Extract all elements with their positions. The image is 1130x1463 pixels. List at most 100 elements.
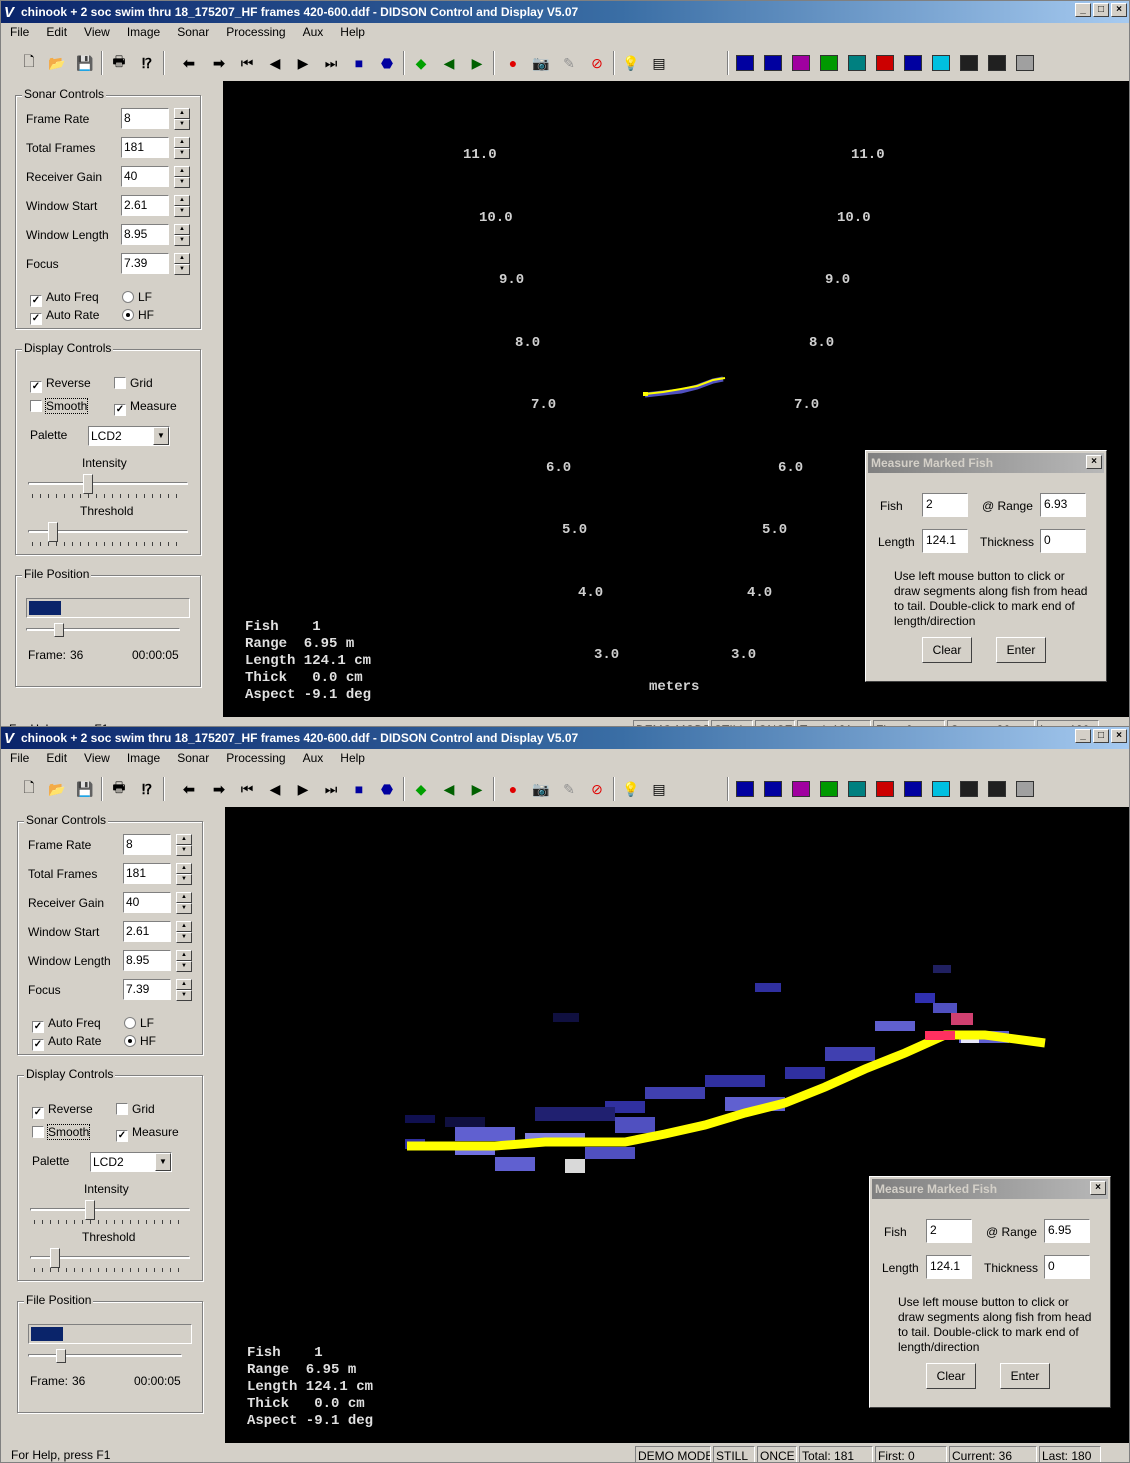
- mark-icon[interactable]: [875, 53, 895, 73]
- receiver-gain-spinner[interactable]: ▲ ▼: [176, 892, 192, 914]
- slider-thumb[interactable]: [56, 1349, 66, 1363]
- lightbulb-icon[interactable]: 💡: [622, 54, 640, 71]
- reverse-checkbox[interactable]: ✓ Reverse: [32, 1102, 93, 1119]
- camera-icon[interactable]: 📷: [532, 780, 550, 797]
- threshold-slider[interactable]: [30, 1248, 190, 1274]
- context-help-icon[interactable]: ⁉: [141, 780, 153, 797]
- frame-rate-spinner[interactable]: ▲ ▼: [174, 108, 190, 130]
- focus-spinner[interactable]: ▲ ▼: [174, 253, 190, 275]
- back-arrow-icon[interactable]: ⬅: [183, 780, 195, 797]
- total-frames-spinner[interactable]: ▲ ▼: [176, 863, 192, 885]
- focus-input[interactable]: 7.39: [123, 979, 171, 1000]
- loop-icon[interactable]: ⬣: [380, 54, 394, 71]
- back-arrow-icon[interactable]: ⬅: [183, 54, 195, 71]
- focus-spinner[interactable]: ▲ ▼: [176, 979, 192, 1001]
- title-bar[interactable]: V chinook + 2 soc swim thru 18_175207_HF…: [1, 1, 1129, 23]
- menu-image[interactable]: Image: [126, 25, 161, 39]
- play-icon[interactable]: ▶: [471, 780, 483, 797]
- menu-view[interactable]: View: [84, 25, 110, 39]
- new-file-icon[interactable]: 🗋: [23, 53, 35, 69]
- panel-icon[interactable]: ▤: [652, 780, 666, 797]
- threshold-slider[interactable]: [28, 522, 188, 548]
- new-file-icon[interactable]: 🗋: [23, 779, 35, 795]
- slider-thumb[interactable]: [85, 1200, 95, 1220]
- fish-icon[interactable]: [819, 779, 839, 799]
- menu-file[interactable]: File: [10, 751, 30, 765]
- open-folder-icon[interactable]: 📂: [48, 54, 66, 71]
- measure-checkbox[interactable]: ✓ Measure: [116, 1125, 179, 1142]
- window-length-input[interactable]: 8.95: [123, 950, 171, 971]
- reverse-checkbox[interactable]: ✓ Reverse: [30, 376, 91, 393]
- auto-rate-checkbox[interactable]: ✓ Auto Rate: [32, 1034, 102, 1051]
- menu-help[interactable]: Help: [340, 25, 365, 39]
- thickness-field[interactable]: 0: [1040, 529, 1086, 553]
- lf-radio[interactable]: LF: [124, 1016, 154, 1030]
- hf-radio[interactable]: HF: [122, 308, 154, 322]
- lf-radio[interactable]: LF: [122, 290, 152, 304]
- frame-rate-spinner[interactable]: ▲ ▼: [176, 834, 192, 856]
- play-reverse-icon[interactable]: ◀: [443, 780, 455, 797]
- marker-diamond-icon[interactable]: ◆: [415, 780, 427, 797]
- enter-button[interactable]: Enter: [1000, 1363, 1050, 1389]
- intensity-slider[interactable]: [28, 474, 188, 500]
- menu-view[interactable]: View: [84, 751, 110, 765]
- stop-icon[interactable]: ■: [354, 55, 364, 71]
- pen-icon[interactable]: ✎: [563, 780, 575, 797]
- menu-edit[interactable]: Edit: [46, 25, 68, 39]
- frame-rate-input[interactable]: 8: [123, 834, 171, 855]
- receiver-gain-input[interactable]: 40: [121, 166, 169, 187]
- td-icon[interactable]: [903, 779, 923, 799]
- film-icon[interactable]: [791, 53, 811, 73]
- pen-icon[interactable]: ✎: [563, 54, 575, 71]
- total-frames-input[interactable]: 181: [123, 863, 171, 884]
- save-disk-icon[interactable]: 💾: [76, 780, 94, 797]
- range-field[interactable]: 6.95: [1044, 1219, 1090, 1243]
- first-frame-icon[interactable]: ⏮: [240, 780, 254, 797]
- title-bar[interactable]: V chinook + 2 soc swim thru 18_175207_HF…: [1, 727, 1129, 749]
- menu-aux[interactable]: Aux: [302, 751, 324, 765]
- step-back-icon[interactable]: ◀: [269, 54, 281, 71]
- loop-icon[interactable]: ⬣: [380, 780, 394, 797]
- clear-button[interactable]: Clear: [922, 637, 972, 663]
- maximize-button[interactable]: □: [1093, 729, 1109, 743]
- receiver-gain-input[interactable]: 40: [123, 892, 171, 913]
- last-frame-icon[interactable]: ⏭: [324, 780, 338, 797]
- fish-number-field[interactable]: 2: [922, 493, 968, 517]
- windows-icon[interactable]: [763, 53, 783, 73]
- menu-help[interactable]: Help: [340, 751, 365, 765]
- context-help-icon[interactable]: ⁉: [141, 54, 153, 71]
- auto-freq-checkbox[interactable]: ✓ Auto Freq: [30, 290, 99, 307]
- doc-icon[interactable]: [931, 779, 951, 799]
- length-field[interactable]: 124.1: [926, 1255, 972, 1279]
- panel-icon[interactable]: ▤: [652, 54, 666, 71]
- menu-file[interactable]: File: [10, 25, 30, 39]
- enter-button[interactable]: Enter: [996, 637, 1046, 663]
- hf-radio[interactable]: HF: [124, 1034, 156, 1048]
- fish-number-field[interactable]: 2: [926, 1219, 972, 1243]
- menu-image[interactable]: Image: [126, 751, 161, 765]
- dialog-close-button[interactable]: ×: [1090, 1181, 1106, 1195]
- window-length-spinner[interactable]: ▲ ▼: [174, 224, 190, 246]
- chart-icon[interactable]: [847, 779, 867, 799]
- intensity-slider[interactable]: [30, 1200, 190, 1226]
- grid-icon-b[interactable]: [987, 53, 1007, 73]
- forward-arrow-icon[interactable]: ➡: [213, 54, 225, 71]
- length-field[interactable]: 124.1: [922, 529, 968, 553]
- menu-processing[interactable]: Processing: [226, 25, 286, 39]
- auto-freq-checkbox[interactable]: ✓ Auto Freq: [32, 1016, 101, 1033]
- open-folder-icon[interactable]: 📂: [48, 780, 66, 797]
- total-frames-input[interactable]: 181: [121, 137, 169, 158]
- windows-icon[interactable]: [763, 779, 783, 799]
- dialog-title-bar[interactable]: Measure Marked Fish ×: [868, 453, 1104, 473]
- table-icon[interactable]: [1015, 53, 1035, 73]
- focus-input[interactable]: 7.39: [121, 253, 169, 274]
- grid-icon-a[interactable]: [959, 779, 979, 799]
- slider-thumb[interactable]: [48, 522, 58, 542]
- step-forward-icon[interactable]: ▶: [297, 780, 309, 797]
- measure-checkbox[interactable]: ✓ Measure: [114, 399, 177, 416]
- dialog-title-bar[interactable]: Measure Marked Fish ×: [872, 1179, 1108, 1199]
- slider-thumb[interactable]: [83, 474, 93, 494]
- auto-rate-checkbox[interactable]: ✓ Auto Rate: [30, 308, 100, 325]
- last-frame-icon[interactable]: ⏭: [324, 54, 338, 71]
- filter-icon[interactable]: [735, 53, 755, 73]
